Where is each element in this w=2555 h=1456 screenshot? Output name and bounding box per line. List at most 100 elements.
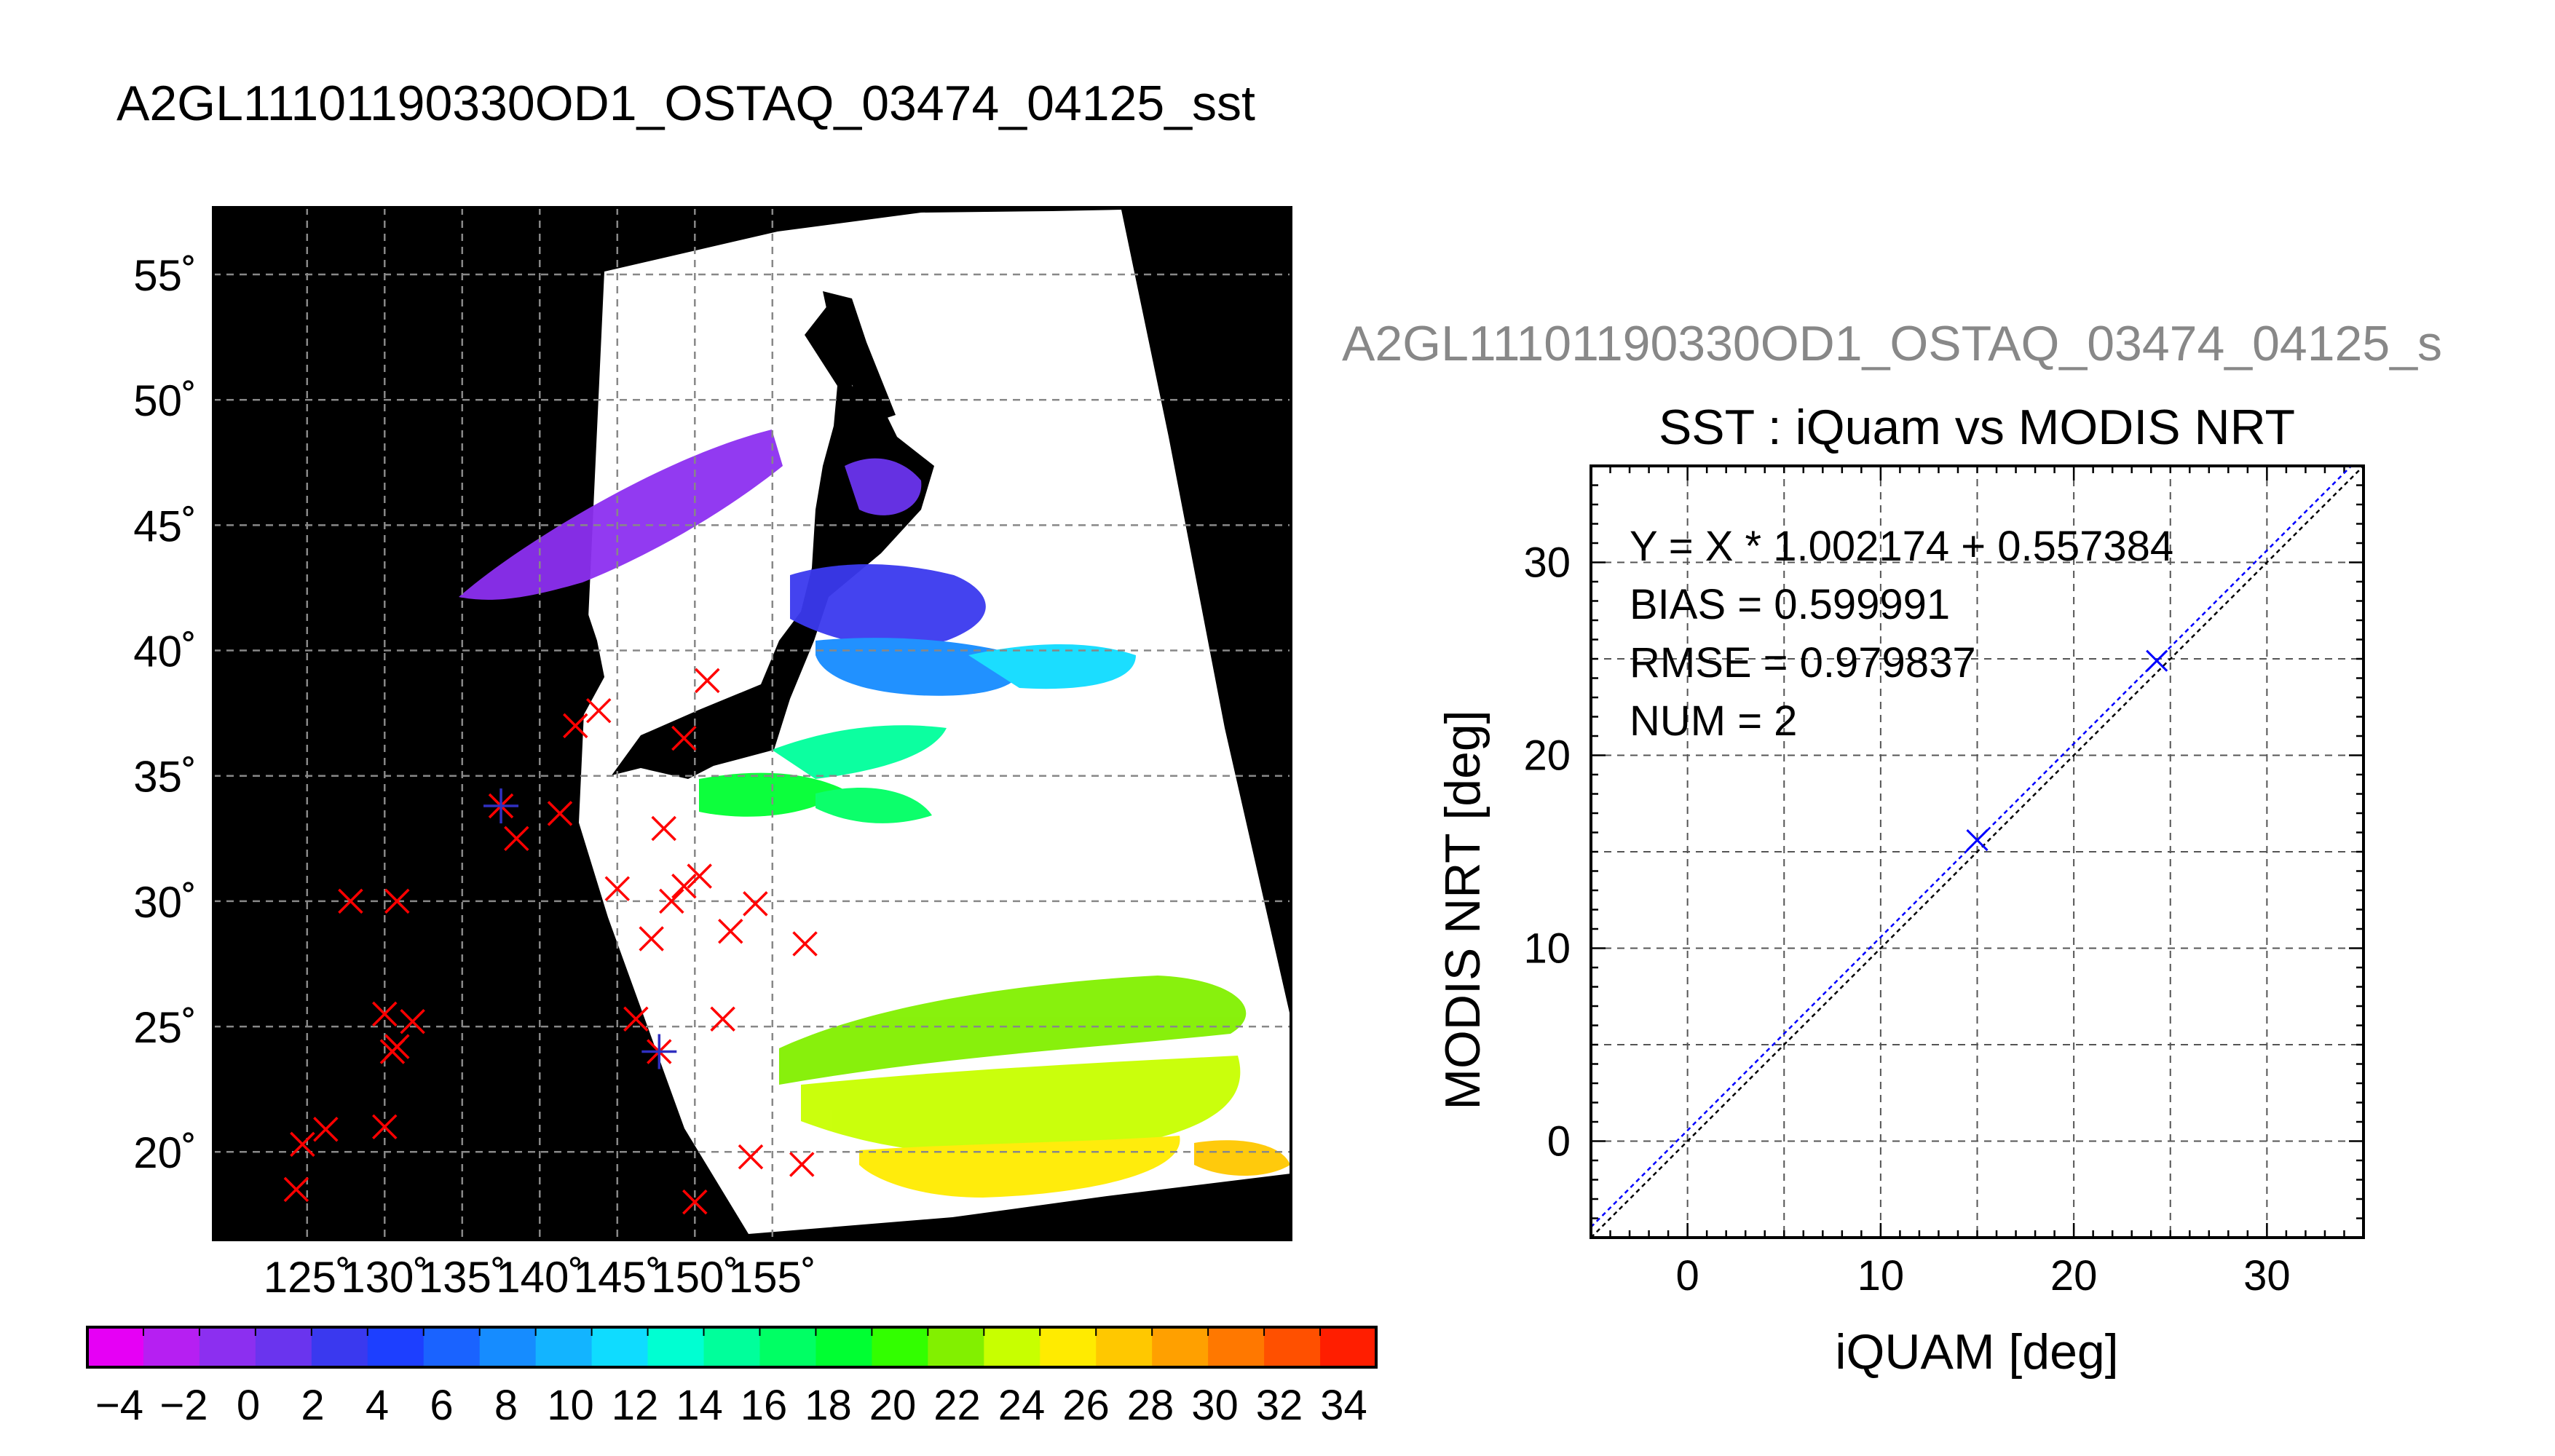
map-frame [212,206,1292,1241]
buoy-marker [290,1131,315,1158]
buoy-marker [671,873,697,899]
colorbar-segment [1040,1327,1097,1367]
colorbar-tick-label: 26 [1062,1382,1110,1429]
colorbar-segment [535,1327,593,1367]
colorbar-tick-label: 34 [1320,1382,1367,1429]
regression-stats: Y = X * 1.002174 + 0.557384 BIAS = 0.5999… [1630,523,2173,745]
colorbar-labels: −4 −2 0 2 4 6 8 10 12 14 16 18 20 22 24 26 28 30 32 34 [95,1382,1367,1429]
matched-marker [641,1034,677,1069]
colorbar-tick-label: 24 [998,1382,1046,1429]
y-tick-label: 20 [1523,732,1571,780]
latitude-tick-label: 55˚ [133,251,197,300]
latitude-tick-label: 40˚ [133,628,197,676]
x-tick-label: 0 [1675,1252,1699,1299]
buoy-marker [623,1006,649,1032]
scatter-title: SST : iQuam vs MODIS NRT [1659,400,2295,455]
scatter-tick-labels: 0 10 20 30 0 10 20 30 [1523,539,2290,1300]
latitude-tick-label: 25˚ [133,1003,197,1052]
colorbar-segment [311,1327,368,1367]
colorbar-tick-label: 12 [612,1382,659,1429]
colorbar-segment [87,1327,144,1367]
colorbar-tick-label: 16 [741,1382,788,1429]
buoy-marker [338,888,363,914]
colorbar-segment [591,1327,649,1367]
buoy-marker [563,713,588,739]
main-title: A2GL11101190330OD1_OSTAQ_03474_04125_sst [117,76,1255,131]
buoy-marker [283,1176,309,1203]
scatter-points [1966,649,2168,852]
buoy-marker [687,863,712,889]
longitude-tick-label: 135˚ [419,1253,506,1302]
scatter-plot: 0 10 20 30 0 10 20 30 [1523,464,2365,1300]
stats-line: NUM = 2 [1630,697,1797,745]
buoy-marker [671,725,697,751]
colorbar: −4 −2 0 2 4 6 8 10 12 14 16 18 20 22 24 26 28 30 32 34 [86,1326,1378,1429]
colorbar-segment [1152,1327,1209,1367]
colorbar-segment [143,1327,200,1367]
colorbar-segment [1264,1327,1322,1367]
x-tick-label: 10 [1857,1252,1905,1299]
y-axis-label: MODIS NRT [deg] [1435,710,1490,1109]
x-tick-label: 20 [2050,1252,2098,1299]
stats-line: RMSE = 0.979837 [1630,639,1976,687]
buoy-marker [738,1144,764,1170]
stats-line: Y = X * 1.002174 + 0.557384 [1630,523,2173,570]
y-tick-label: 30 [1523,539,1571,587]
latitude-tick-label: 20˚ [133,1128,197,1177]
longitude-tick-label: 140˚ [496,1253,583,1302]
buoy-marker [695,668,720,694]
latitude-tick-label: 35˚ [133,753,197,802]
x-tick-label: 30 [2243,1252,2291,1299]
buoy-marker [372,1001,398,1027]
longitude-tick-label: 155˚ [729,1253,816,1302]
colorbar-tick-label: −2 [159,1382,208,1429]
land-sakhalin [823,291,896,422]
buoy-marker [792,931,818,957]
buoy-marker [639,926,664,951]
buoy-marker [789,1152,815,1177]
longitude-tick-label: 150˚ [651,1253,738,1302]
map-longitude-labels: 125˚130˚135˚140˚145˚150˚155˚ [264,1253,816,1302]
longitude-tick-label: 145˚ [574,1253,661,1302]
colorbar-segments [87,1327,1377,1367]
colorbar-segment [759,1327,817,1367]
buoy-marker [710,1006,735,1032]
colorbar-segment [479,1327,537,1367]
colorbar-segment [816,1327,873,1367]
colorbar-tick-label: 30 [1191,1382,1239,1429]
colorbar-tick-label: 32 [1256,1382,1303,1429]
colorbar-segment [928,1327,985,1367]
colorbar-tick-label: 20 [869,1382,917,1429]
buoy-marker [313,1117,339,1142]
colorbar-tick-label: 6 [430,1382,453,1429]
buoy-marker [718,918,743,944]
buoy-marker [400,1008,425,1034]
colorbar-tick-label: 8 [494,1382,518,1429]
y-tick-label: 10 [1523,925,1571,973]
identity-line [1590,465,2364,1238]
colorbar-tick-label: 14 [676,1382,723,1429]
buoy-marker [384,888,410,914]
longitude-tick-label: 130˚ [341,1253,428,1302]
scatter-grid [1591,466,2364,1238]
colorbar-segment [1208,1327,1265,1367]
buoy-marker [604,876,631,901]
colorbar-frame [86,1326,1378,1369]
colorbar-tick-label: 22 [933,1382,981,1429]
buoy-marker [659,888,684,914]
stats-line: BIAS = 0.599991 [1630,581,1950,628]
colorbar-tick-label: −4 [95,1382,143,1429]
colorbar-segment [647,1327,705,1367]
scatter-frame [1590,464,2365,1239]
colorbar-segment [423,1327,481,1367]
colorbar-tick-label: 10 [547,1382,594,1429]
buoy-marker [585,697,612,724]
buoy-marker [743,891,768,917]
colorbar-tick-label: 28 [1127,1382,1174,1429]
map-latitude-labels: 55˚ 50˚ 45˚ 40˚ 35˚ 30˚ 25˚ 20˚ [133,251,197,1177]
latitude-tick-label: 50˚ [133,376,197,425]
colorbar-tick-label: 2 [301,1382,324,1429]
buoy-marker [547,801,573,826]
colorbar-segment [199,1327,256,1367]
